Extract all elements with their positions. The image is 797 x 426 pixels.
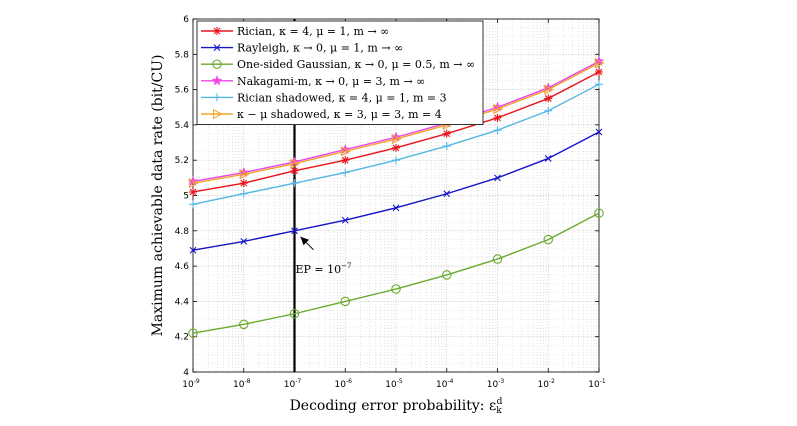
data-point <box>239 169 250 180</box>
data-point <box>441 270 452 280</box>
legend: Rician, κ = 4, μ = 1, m → ∞ Rayleigh, κ →… <box>196 20 484 125</box>
data-point <box>594 58 605 69</box>
y-tick-label: 4.4 <box>175 297 190 307</box>
data-point <box>188 328 198 338</box>
data-point <box>289 309 300 319</box>
data-point <box>392 144 400 152</box>
legend-label: Rayleigh, κ → 0, μ = 1, m → ∞ <box>237 42 403 55</box>
legend-marker <box>213 27 221 35</box>
data-point <box>493 103 504 115</box>
data-point <box>443 130 451 138</box>
annotation-layer: EP = 10−7 <box>296 236 352 276</box>
x-tick-label: 10-6 <box>335 378 353 390</box>
data-point <box>543 234 553 245</box>
data-point <box>494 174 501 182</box>
legend-label: κ − μ shadowed, κ = 3, μ = 3, m = 4 <box>237 108 442 121</box>
x-tick-label: 10-5 <box>385 378 403 390</box>
x-tick-label: 10-9 <box>182 378 200 390</box>
series-layer <box>187 55 605 338</box>
grid <box>192 18 600 373</box>
data-point <box>189 188 197 196</box>
data-point <box>544 155 552 162</box>
data-point <box>341 156 349 164</box>
data-point <box>290 158 301 169</box>
data-point <box>492 254 503 264</box>
x-tick-label: 10-7 <box>284 378 302 390</box>
data-point <box>189 246 197 254</box>
data-point <box>392 204 400 212</box>
legend-item: Nakagami-m, κ → 0, μ = 3, m → ∞ <box>201 75 425 88</box>
x-tick-label: 10-3 <box>487 378 505 390</box>
x-tick-label: 10-4 <box>436 378 454 390</box>
data-point <box>391 133 402 145</box>
legend-item: Rayleigh, κ → 0, μ = 1, m → ∞ <box>201 42 403 55</box>
x-tick-label: 10-8 <box>233 378 251 390</box>
y-tick-label: 4 <box>183 368 189 378</box>
data-point <box>595 68 603 76</box>
series-2 <box>189 128 603 254</box>
legend-marker <box>212 108 223 120</box>
legend-marker <box>213 44 221 51</box>
y-tick-label: 4.2 <box>175 333 189 343</box>
legend-marker <box>212 59 222 69</box>
series-1 <box>189 67 603 196</box>
series-5 <box>189 80 603 209</box>
data-point <box>341 146 351 157</box>
data-point <box>240 179 248 187</box>
x-tick-label: 10-1 <box>588 378 606 390</box>
legend-item: Rician shadowed, κ = 4, μ = 1, m = 3 <box>201 91 447 104</box>
data-point <box>595 128 603 136</box>
legend-label: One-sided Gaussian, κ → 0, μ = 0.5, m → … <box>237 58 475 71</box>
series-3 <box>188 208 604 338</box>
legend-box <box>196 20 484 125</box>
y-tick-label: 5.2 <box>175 156 189 166</box>
data-point <box>544 84 554 95</box>
y-tick-label: 5.4 <box>175 121 190 131</box>
series-line <box>192 212 600 334</box>
data-point <box>391 284 401 294</box>
data-point <box>443 190 451 198</box>
data-point <box>340 296 350 307</box>
data-point <box>544 95 552 102</box>
data-point <box>239 319 249 330</box>
data-point <box>291 167 298 175</box>
y-tick-label: 5.6 <box>175 86 190 96</box>
y-tick-label: 5 <box>183 192 189 202</box>
annotation-arrowhead <box>300 236 309 246</box>
axis-labels: Decoding error probability: εkd Maximum a… <box>150 55 503 416</box>
y-tick-label: 6 <box>183 15 189 25</box>
y-tick-label: 5.8 <box>175 50 190 60</box>
data-point <box>188 178 199 189</box>
y-axis-label: Maximum achievable data rate (bit/CU) <box>150 55 166 337</box>
series-line <box>192 62 600 184</box>
legend-item: One-sided Gaussian, κ → 0, μ = 0.5, m → … <box>201 58 475 71</box>
legend-item: Rician, κ = 4, μ = 1, m → ∞ <box>201 25 389 38</box>
legend-label: Rician, κ = 4, μ = 1, m → ∞ <box>237 25 389 38</box>
data-point <box>594 208 604 218</box>
legend-label: Nakagami-m, κ → 0, μ = 3, m → ∞ <box>237 75 425 88</box>
y-tick-label: 4.8 <box>175 227 190 237</box>
data-point <box>291 227 298 235</box>
x-axis-label: Decoding error probability: εkd <box>290 397 503 416</box>
data-point <box>341 216 349 224</box>
legend-item: κ − μ shadowed, κ = 3, μ = 3, m = 4 <box>201 108 442 121</box>
legend-marker <box>211 75 223 86</box>
annotation-text: EP = 10−7 <box>296 262 352 276</box>
legend-label: Rician shadowed, κ = 4, μ = 1, m = 3 <box>237 91 447 104</box>
y-tick-label: 4.6 <box>175 262 190 272</box>
tick-labels: 10-9 10-8 10-7 10-6 10-5 10-4 10-3 10-2 10-1 4 4.2… <box>175 15 606 390</box>
x-tick-label: 10-2 <box>538 378 556 390</box>
data-point <box>494 114 501 122</box>
data-point <box>240 238 248 245</box>
